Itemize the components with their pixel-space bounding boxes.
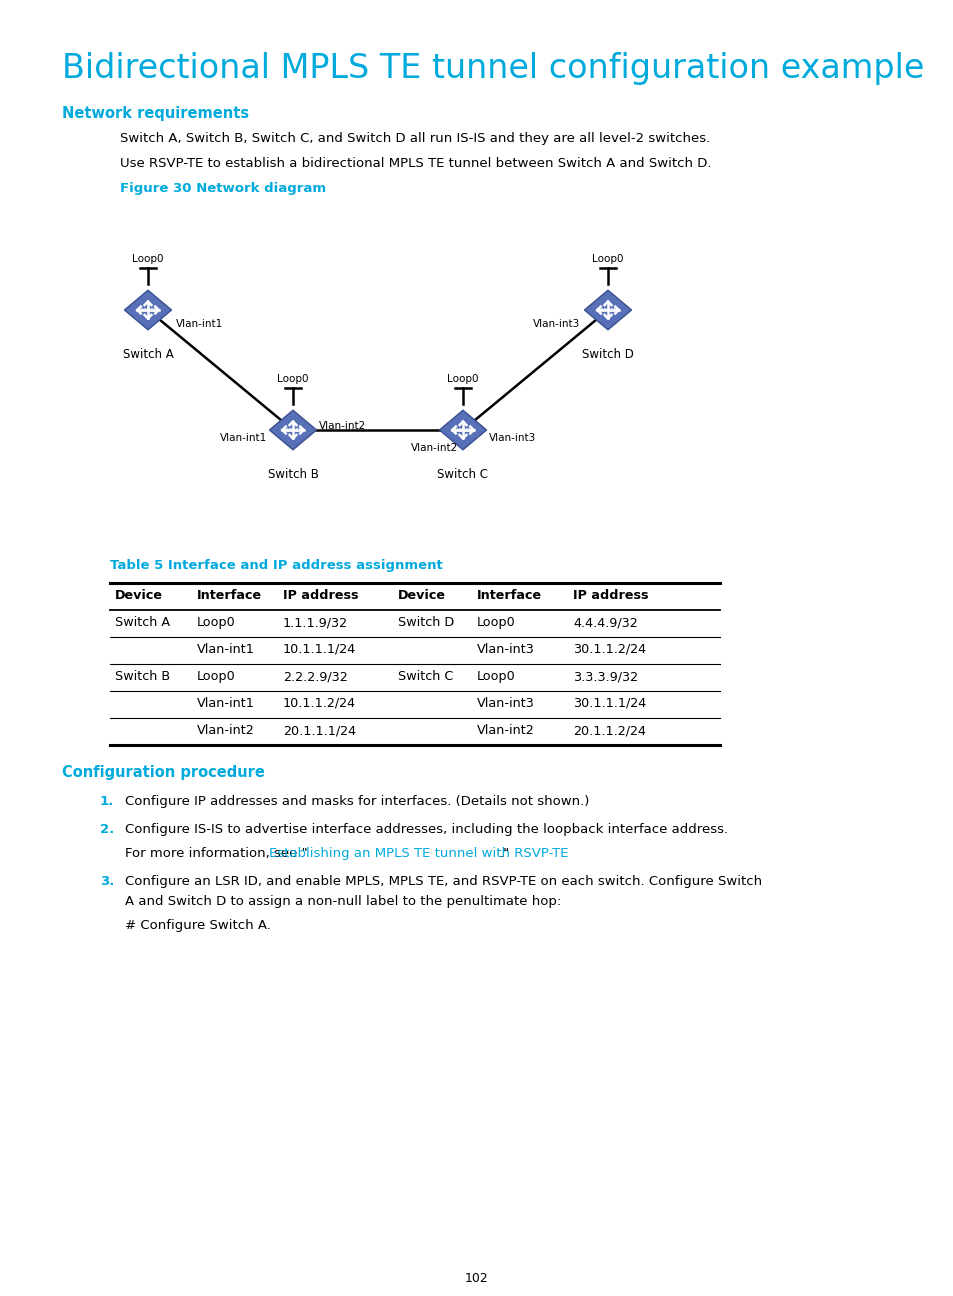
Text: Switch D: Switch D xyxy=(581,349,634,362)
Text: SWITCH: SWITCH xyxy=(452,428,474,433)
Text: 2.: 2. xyxy=(100,823,114,836)
Text: Vlan-int2: Vlan-int2 xyxy=(196,724,254,737)
Text: Vlan-int1: Vlan-int1 xyxy=(196,697,254,710)
Text: Switch B: Switch B xyxy=(267,468,318,481)
Text: Bidirectional MPLS TE tunnel configuration example: Bidirectional MPLS TE tunnel configurati… xyxy=(62,52,923,86)
Polygon shape xyxy=(124,290,172,329)
Text: Interface: Interface xyxy=(196,588,262,603)
Text: Vlan-int3: Vlan-int3 xyxy=(489,433,536,443)
Text: Interface: Interface xyxy=(476,588,541,603)
Text: Loop0: Loop0 xyxy=(196,616,235,629)
Text: Device: Device xyxy=(115,588,163,603)
Text: 10.1.1.1/24: 10.1.1.1/24 xyxy=(283,643,355,656)
Text: 20.1.1.2/24: 20.1.1.2/24 xyxy=(573,724,645,737)
Text: SWITCH: SWITCH xyxy=(137,307,159,312)
Text: Loop0: Loop0 xyxy=(592,254,623,264)
Text: SWITCH: SWITCH xyxy=(282,428,304,433)
Text: Vlan-int3: Vlan-int3 xyxy=(476,643,535,656)
Text: Loop0: Loop0 xyxy=(476,616,516,629)
Text: 20.1.1.1/24: 20.1.1.1/24 xyxy=(283,724,355,737)
Text: Use RSVP-TE to establish a bidirectional MPLS TE tunnel between Switch A and Swi: Use RSVP-TE to establish a bidirectional… xyxy=(120,157,711,170)
Text: Establishing an MPLS TE tunnel with RSVP-TE: Establishing an MPLS TE tunnel with RSVP… xyxy=(269,848,568,861)
Text: Vlan-int3: Vlan-int3 xyxy=(476,697,535,710)
Text: Loop0: Loop0 xyxy=(132,254,164,264)
Text: Vlan-int1: Vlan-int1 xyxy=(175,319,223,329)
Text: Network requirements: Network requirements xyxy=(62,106,249,121)
Text: IP address: IP address xyxy=(283,588,358,603)
Text: Loop0: Loop0 xyxy=(196,670,235,683)
Text: Switch C: Switch C xyxy=(397,670,453,683)
Text: For more information, see ": For more information, see " xyxy=(125,848,307,861)
Text: 102: 102 xyxy=(465,1271,488,1286)
Text: Loop0: Loop0 xyxy=(476,670,516,683)
Text: Switch A, Switch B, Switch C, and Switch D all run IS-IS and they are all level-: Switch A, Switch B, Switch C, and Switch… xyxy=(120,132,709,145)
Polygon shape xyxy=(439,411,486,450)
Text: Vlan-int2: Vlan-int2 xyxy=(318,421,366,432)
Text: 1.1.1.9/32: 1.1.1.9/32 xyxy=(283,616,348,629)
Text: 1.: 1. xyxy=(100,794,114,807)
Text: 10.1.1.2/24: 10.1.1.2/24 xyxy=(283,697,355,710)
Text: Loop0: Loop0 xyxy=(277,375,309,384)
Text: # Configure Switch A.: # Configure Switch A. xyxy=(125,919,271,932)
Text: Vlan-int1: Vlan-int1 xyxy=(196,643,254,656)
Text: 30.1.1.2/24: 30.1.1.2/24 xyxy=(573,643,645,656)
Text: Configure an LSR ID, and enable MPLS, MPLS TE, and RSVP-TE on each switch. Confi: Configure an LSR ID, and enable MPLS, MP… xyxy=(125,875,761,888)
Text: 3.3.3.9/32: 3.3.3.9/32 xyxy=(573,670,638,683)
Text: Switch D: Switch D xyxy=(397,616,454,629)
Text: Switch C: Switch C xyxy=(437,468,488,481)
Polygon shape xyxy=(584,290,631,329)
Text: Vlan-int2: Vlan-int2 xyxy=(411,443,457,454)
Text: 3.: 3. xyxy=(100,875,114,888)
Text: 2.2.2.9/32: 2.2.2.9/32 xyxy=(283,670,348,683)
Text: IP address: IP address xyxy=(573,588,648,603)
Text: SWITCH: SWITCH xyxy=(597,307,618,312)
Text: Configure IP addresses and masks for interfaces. (Details not shown.): Configure IP addresses and masks for int… xyxy=(125,794,589,807)
Text: Loop0: Loop0 xyxy=(447,375,478,384)
Text: Switch A: Switch A xyxy=(123,349,173,362)
Text: Vlan-int3: Vlan-int3 xyxy=(532,319,579,329)
Text: Table 5 Interface and IP address assignment: Table 5 Interface and IP address assignm… xyxy=(110,559,442,572)
Text: A and Switch D to assign a non-null label to the penultimate hop:: A and Switch D to assign a non-null labe… xyxy=(125,896,560,908)
Text: 30.1.1.1/24: 30.1.1.1/24 xyxy=(573,697,645,710)
Polygon shape xyxy=(269,411,316,450)
Text: Vlan-int2: Vlan-int2 xyxy=(476,724,535,737)
Text: Figure 30 Network diagram: Figure 30 Network diagram xyxy=(120,181,326,194)
Text: Configure IS-IS to advertise interface addresses, including the loopback interfa: Configure IS-IS to advertise interface a… xyxy=(125,823,727,836)
Text: 4.4.4.9/32: 4.4.4.9/32 xyxy=(573,616,638,629)
Text: Vlan-int1: Vlan-int1 xyxy=(219,433,267,443)
Text: .": ." xyxy=(499,848,509,861)
Text: Switch A: Switch A xyxy=(115,616,170,629)
Text: Device: Device xyxy=(397,588,446,603)
Text: Switch B: Switch B xyxy=(115,670,170,683)
Text: Configuration procedure: Configuration procedure xyxy=(62,765,265,780)
